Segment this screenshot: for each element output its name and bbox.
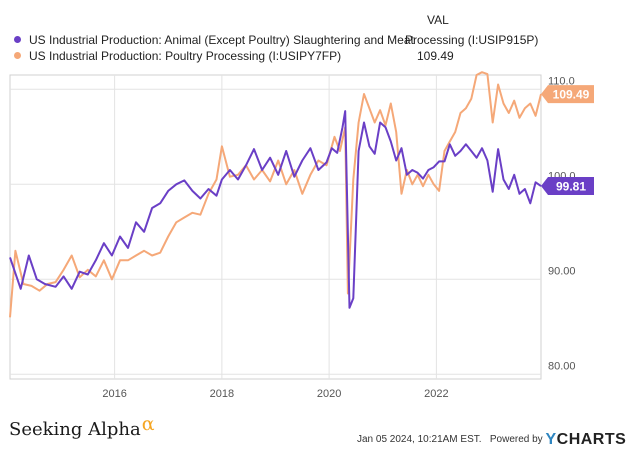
x-gridlines [114,75,437,379]
legend-dot-icon [14,52,21,59]
x-tick-label: 2020 [317,388,341,400]
series-lines [9,71,542,318]
legend-entry-poultry-value: 109.49 [417,49,454,63]
badge-shape [541,177,594,196]
legend-entry-meat-label: US Industrial Production: Animal (Except… [29,33,414,47]
ycharts-logo: YCHARTS [545,431,626,448]
alpha-icon: α [141,413,155,435]
legend-dot-icon [14,36,21,43]
y-tick-label: 90.00 [548,265,576,277]
legend-entry-meat: US Industrial Production: Animal (Except… [14,33,414,47]
series-line-poultry [9,71,542,318]
badge-value: 99.81 [556,180,586,194]
legend-entry-poultry: US Industrial Production: Poultry Proces… [14,49,341,63]
legend-value-header: VAL [427,13,449,27]
ycharts-y: Y [545,431,557,448]
legend-entry-meat-value: Processing (I:USIP915P) [405,33,539,47]
y-tick-label: 80.00 [548,360,576,372]
seeking-alpha-logo: Seeking Alphaα [9,413,155,440]
last-value-labels: 99.81 109.49 [541,85,594,196]
footer-attribution: Jan 05 2024, 10:21AM EST. Powered by YCH… [357,431,626,449]
chart-legend: VAL US Industrial Production: Animal (Ex… [0,0,635,70]
x-tick-label: 2016 [102,388,126,400]
last-value-badge-meat: 99.81 [541,177,594,196]
legend-entry-poultry-label: US Industrial Production: Poultry Proces… [29,49,342,63]
last-value-badge-poultry: 109.49 [541,85,594,104]
x-tick-label: 2022 [424,388,448,400]
y-tick-label: 110.0 [548,75,575,87]
brand-name: Seeking Alpha [9,419,141,440]
powered-by-label: Powered by [489,434,543,445]
plot-area [9,74,542,380]
x-axis-labels: 2016 2018 2020 2022 [102,388,448,400]
badge-value: 109.49 [553,88,590,102]
x-tick-label: 2018 [210,388,234,400]
ycharts-rest: CHARTS [556,431,627,448]
y-gridlines [10,88,541,375]
series-line-meat [9,110,542,309]
badge-shape [541,85,594,104]
timestamp: Jan 05 2024, 10:21AM EST. [357,434,482,445]
